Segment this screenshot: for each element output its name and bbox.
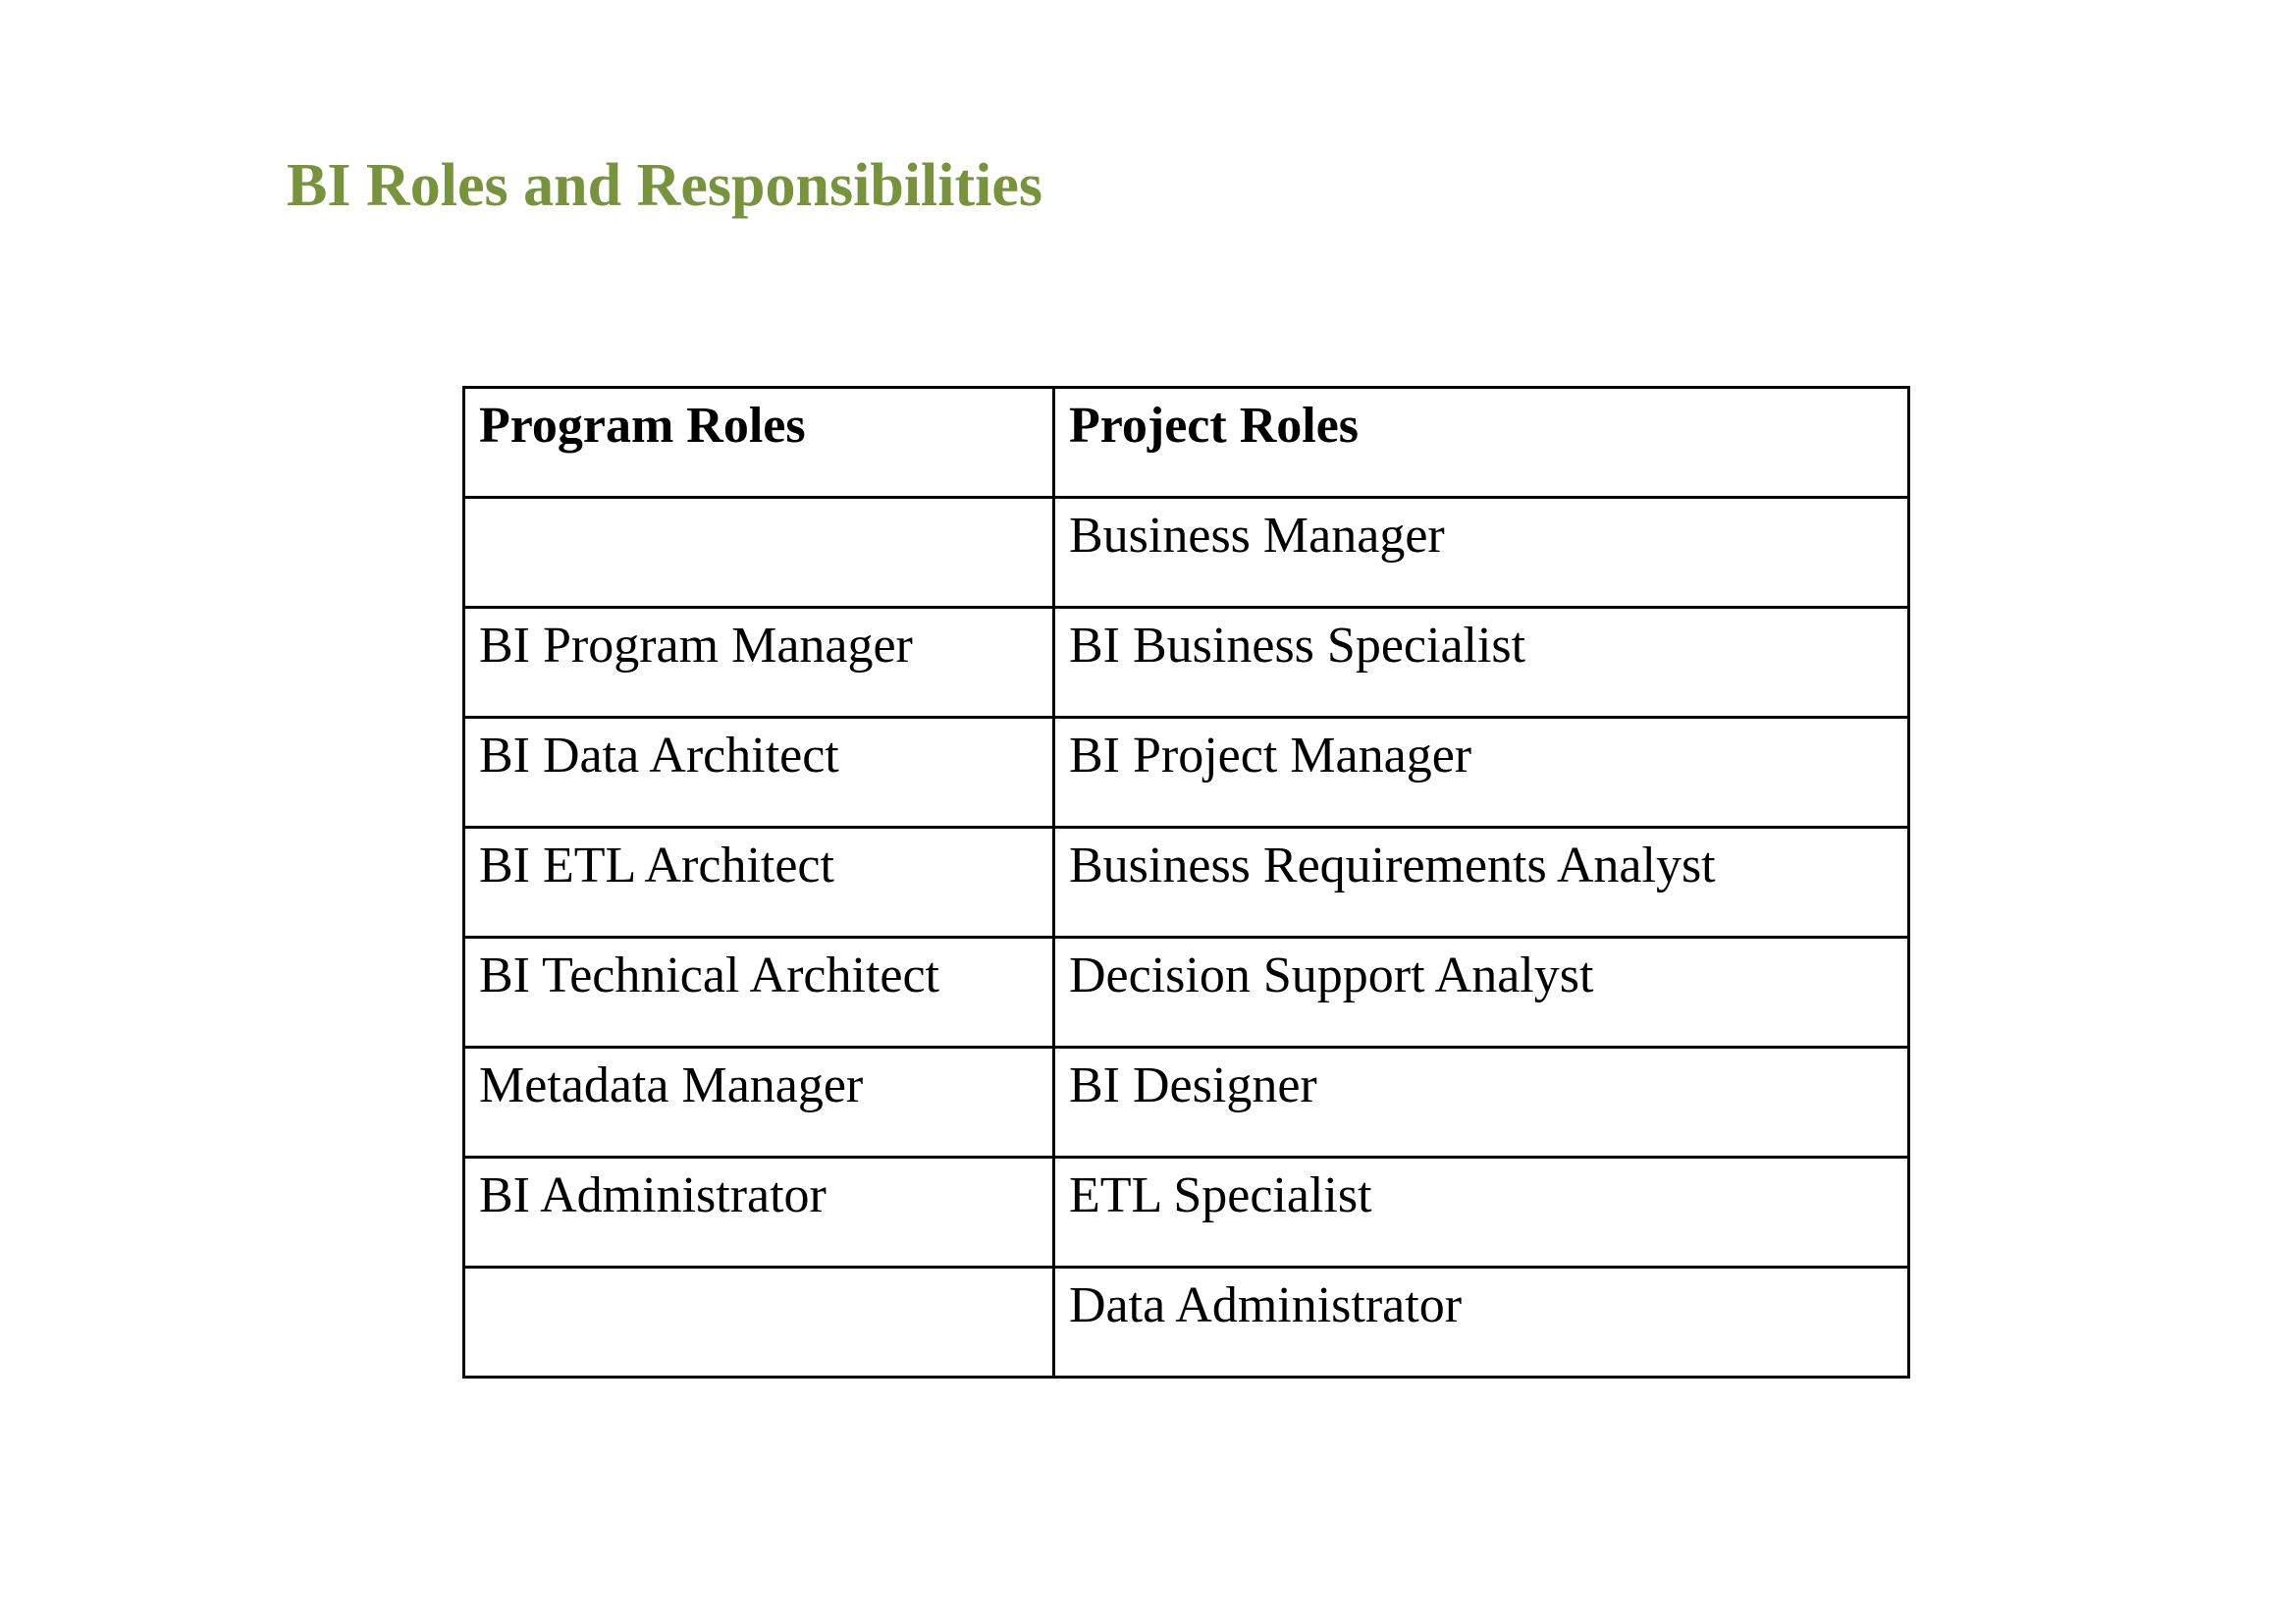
table-row: BI Technical Architect Decision Support …	[462, 936, 1910, 1049]
project-role-cell: Data Administrator	[1052, 1266, 1910, 1379]
table-row: Metadata Manager BI Designer	[462, 1046, 1910, 1159]
table-row: Business Manager	[462, 496, 1910, 609]
program-role-cell: BI Technical Architect	[462, 936, 1055, 1049]
project-role-cell: BI Business Specialist	[1052, 606, 1910, 719]
header-project-roles: Project Roles	[1052, 386, 1910, 499]
program-role-cell	[462, 1266, 1055, 1379]
project-role-cell: Decision Support Analyst	[1052, 936, 1910, 1049]
project-role-cell: BI Project Manager	[1052, 716, 1910, 829]
program-role-cell: BI ETL Architect	[462, 826, 1055, 939]
roles-table: Program Roles Project Roles Business Man…	[462, 386, 1910, 1379]
table-header-row: Program Roles Project Roles	[462, 386, 1910, 499]
program-role-cell: BI Data Architect	[462, 716, 1055, 829]
table-row: BI Program Manager BI Business Specialis…	[462, 606, 1910, 719]
table-row: BI ETL Architect Business Requirements A…	[462, 826, 1910, 939]
page-title: BI Roles and Responsibilities	[287, 152, 1043, 219]
project-role-cell: BI Designer	[1052, 1046, 1910, 1159]
program-role-cell: BI Administrator	[462, 1156, 1055, 1269]
program-role-cell: BI Program Manager	[462, 606, 1055, 719]
table-row: Data Administrator	[462, 1266, 1910, 1379]
project-role-cell: ETL Specialist	[1052, 1156, 1910, 1269]
project-role-cell: Business Manager	[1052, 496, 1910, 609]
program-role-cell: Metadata Manager	[462, 1046, 1055, 1159]
table-row: BI Data Architect BI Project Manager	[462, 716, 1910, 829]
project-role-cell: Business Requirements Analyst	[1052, 826, 1910, 939]
table-row: BI Administrator ETL Specialist	[462, 1156, 1910, 1269]
header-program-roles: Program Roles	[462, 386, 1055, 499]
program-role-cell	[462, 496, 1055, 609]
